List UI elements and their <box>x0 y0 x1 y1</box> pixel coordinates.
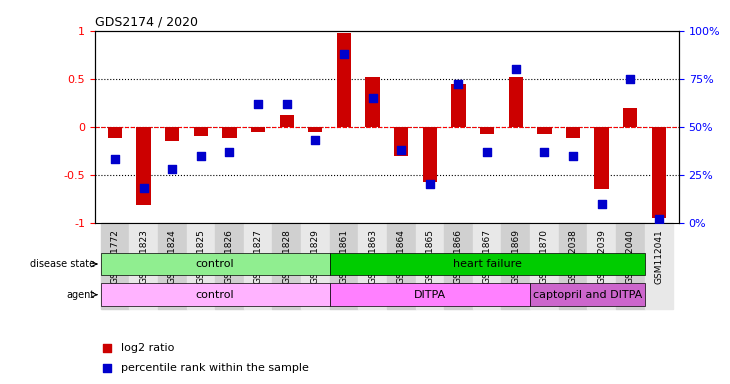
Point <box>253 101 264 107</box>
Bar <box>652 127 666 218</box>
Text: heart failure: heart failure <box>453 259 521 269</box>
Bar <box>108 127 122 138</box>
Text: disease state: disease state <box>30 259 95 269</box>
FancyBboxPatch shape <box>101 253 330 275</box>
Bar <box>158 223 186 309</box>
Point <box>396 147 407 153</box>
Bar <box>537 127 551 134</box>
Bar <box>594 127 609 189</box>
Point <box>338 51 350 57</box>
Point <box>424 181 436 187</box>
Point <box>109 156 120 162</box>
Point <box>596 200 607 207</box>
Bar <box>451 84 466 127</box>
Point <box>653 216 665 222</box>
Text: agent: agent <box>66 290 95 300</box>
Bar <box>137 127 150 205</box>
Bar <box>215 223 244 309</box>
FancyBboxPatch shape <box>101 283 330 306</box>
Text: control: control <box>196 290 234 300</box>
Point <box>510 66 521 72</box>
Bar <box>616 223 645 309</box>
Point <box>310 137 321 143</box>
Point <box>481 149 493 155</box>
Bar <box>509 77 523 127</box>
Bar <box>251 127 265 132</box>
Bar <box>558 223 588 309</box>
Point <box>624 76 636 82</box>
Text: log2 ratio: log2 ratio <box>121 343 174 353</box>
Bar <box>101 223 129 309</box>
Bar <box>165 127 180 141</box>
Point <box>166 166 178 172</box>
Bar <box>280 115 294 127</box>
Point <box>223 149 235 155</box>
Bar <box>588 223 616 309</box>
Bar <box>330 223 358 309</box>
Point <box>567 152 579 159</box>
Bar <box>566 127 580 138</box>
Point <box>195 152 207 159</box>
Point <box>281 101 293 107</box>
Point <box>487 22 499 28</box>
Text: control: control <box>196 259 234 269</box>
Point <box>366 95 378 101</box>
Bar <box>186 223 215 309</box>
Bar <box>394 127 408 156</box>
FancyBboxPatch shape <box>330 253 645 275</box>
Point <box>487 200 499 206</box>
Bar <box>272 223 301 309</box>
Bar <box>244 223 272 309</box>
Bar <box>301 223 330 309</box>
Bar <box>530 223 558 309</box>
Text: captopril and DITPA: captopril and DITPA <box>533 290 642 300</box>
Bar <box>423 127 437 182</box>
Bar <box>223 127 237 138</box>
Text: percentile rank within the sample: percentile rank within the sample <box>121 362 309 373</box>
Bar <box>444 223 473 309</box>
Bar <box>473 223 502 309</box>
Bar <box>387 223 415 309</box>
Bar <box>366 77 380 127</box>
Bar <box>502 223 530 309</box>
Bar <box>129 223 158 309</box>
FancyBboxPatch shape <box>330 283 530 306</box>
Bar <box>623 108 637 127</box>
Bar <box>480 127 494 134</box>
FancyBboxPatch shape <box>530 283 645 306</box>
Point <box>453 81 464 88</box>
Bar <box>337 33 351 127</box>
Bar <box>358 223 387 309</box>
Bar <box>645 223 673 309</box>
Point <box>138 185 150 191</box>
Point <box>539 149 550 155</box>
Bar <box>308 127 323 132</box>
Text: DITPA: DITPA <box>414 290 446 300</box>
Text: GDS2174 / 2020: GDS2174 / 2020 <box>95 15 198 28</box>
Bar <box>193 127 208 136</box>
Bar <box>415 223 444 309</box>
